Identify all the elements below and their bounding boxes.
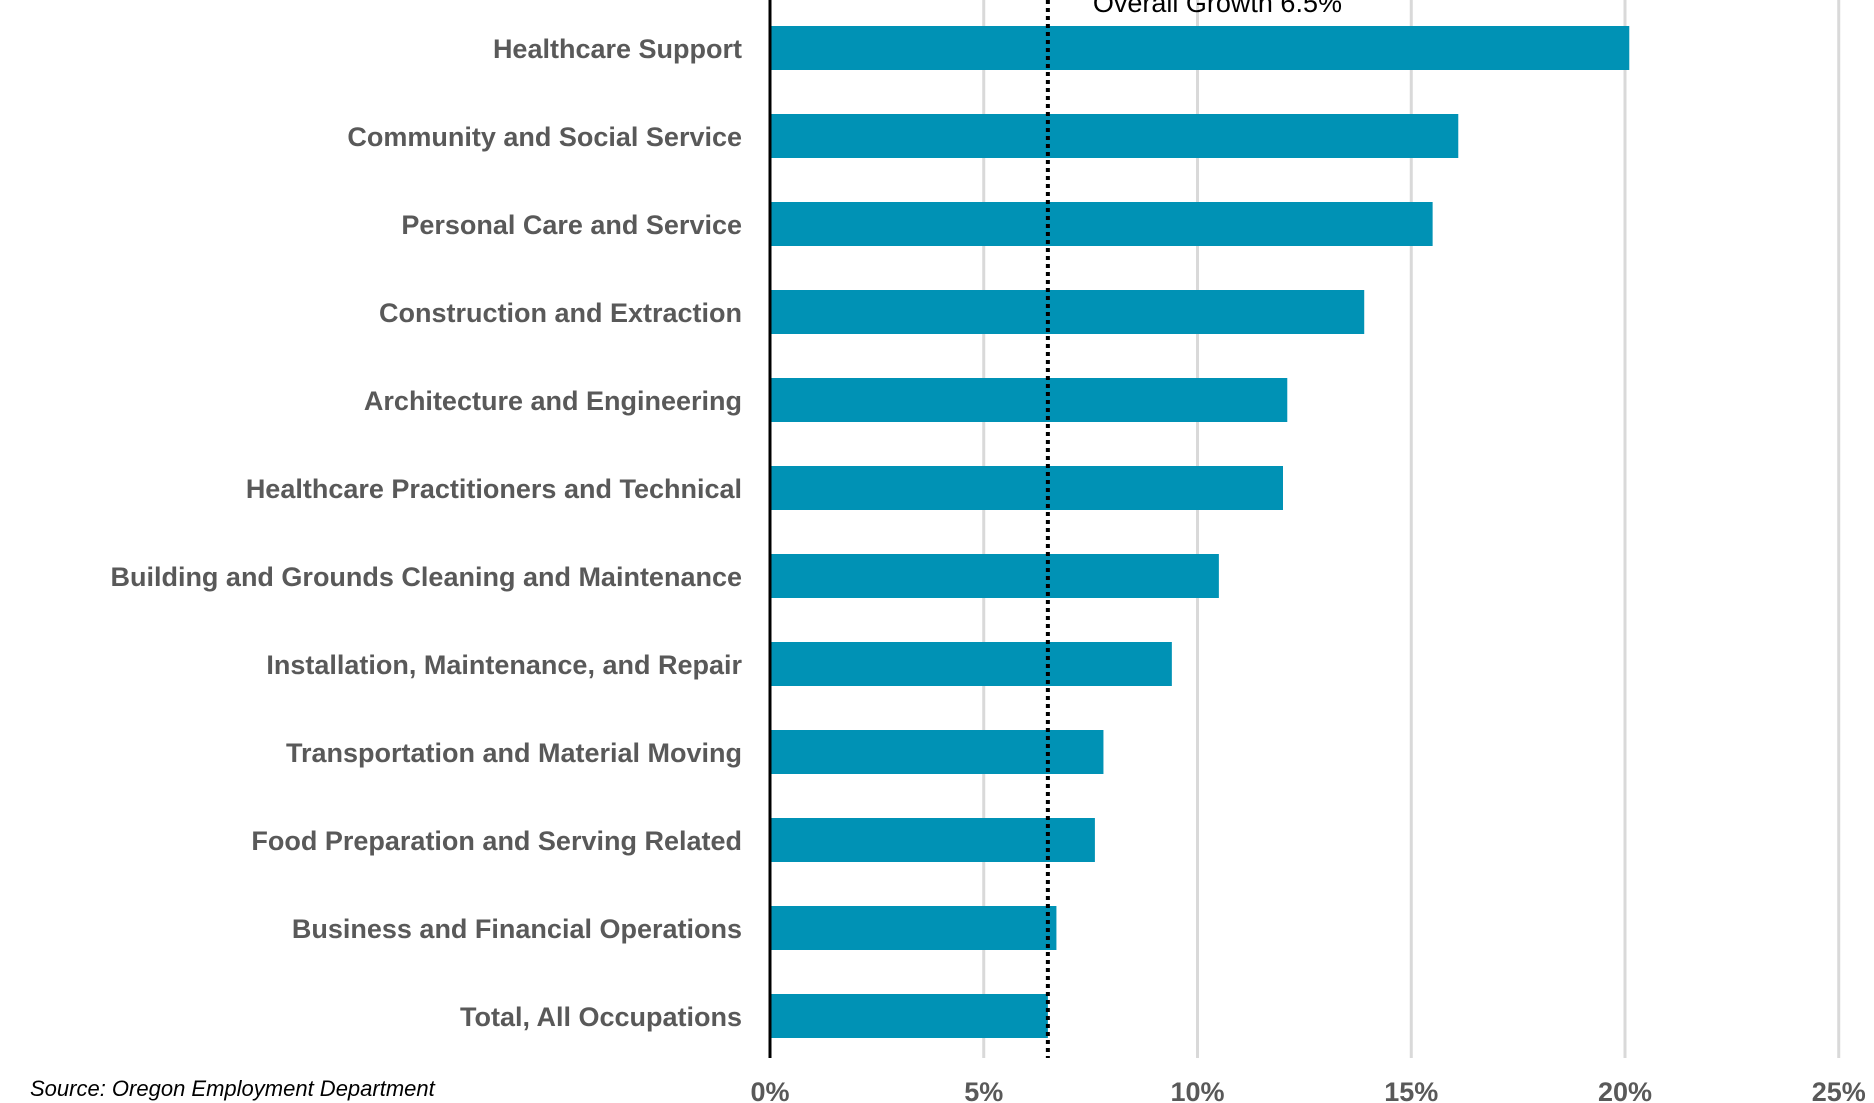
x-tick-label: 20%: [1598, 1077, 1652, 1103]
category-label: Construction and Extraction: [379, 298, 742, 328]
category-label: Installation, Maintenance, and Repair: [266, 650, 742, 680]
bar: [770, 378, 1288, 422]
bar: [770, 466, 1283, 510]
category-label: Business and Financial Operations: [292, 914, 742, 944]
x-tick-label: 10%: [1170, 1077, 1224, 1103]
overall-growth-annotation: Overall Growth 6.5%: [1093, 0, 1342, 18]
bars: [770, 26, 1630, 1038]
x-tick-label: 15%: [1384, 1077, 1438, 1103]
category-label: Community and Social Service: [347, 122, 742, 152]
bar: [770, 818, 1095, 862]
category-label: Architecture and Engineering: [364, 386, 742, 416]
gridlines: [982, 0, 1841, 1058]
category-label: Building and Grounds Cleaning and Mainte…: [110, 562, 742, 592]
x-tick-label: 5%: [964, 1077, 1003, 1103]
category-label: Transportation and Material Moving: [286, 738, 742, 768]
bar: [770, 290, 1365, 334]
source-note: Source: Oregon Employment Department: [30, 1076, 436, 1101]
category-labels: Healthcare Support Community and Social S…: [110, 34, 742, 1032]
x-tick-labels: 0% 5% 10% 15% 20% 25%: [750, 1077, 1865, 1103]
category-label: Healthcare Support: [493, 34, 742, 64]
bar: [770, 26, 1630, 70]
bar: [770, 906, 1057, 950]
bar: [770, 554, 1219, 598]
bar: [770, 642, 1172, 686]
x-tick-label: 0%: [750, 1077, 789, 1103]
bar: [770, 202, 1433, 246]
bar: [770, 114, 1459, 158]
x-tick-label: 25%: [1812, 1077, 1866, 1103]
category-label: Healthcare Practitioners and Technical: [246, 474, 742, 504]
category-label: Personal Care and Service: [401, 210, 742, 240]
category-label: Total, All Occupations: [460, 1002, 742, 1032]
category-label: Food Preparation and Serving Related: [251, 826, 742, 856]
bar: [770, 994, 1048, 1038]
bar: [770, 730, 1104, 774]
